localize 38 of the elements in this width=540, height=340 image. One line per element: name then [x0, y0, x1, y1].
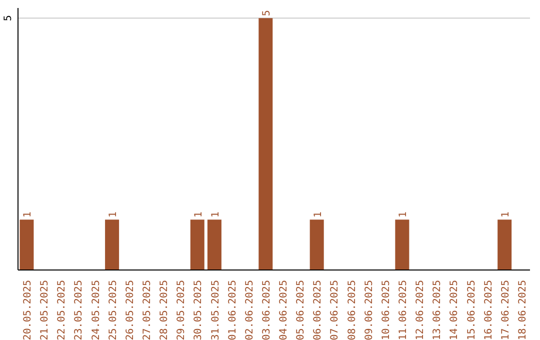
x-tick-label: 27.05.2025 — [142, 280, 153, 340]
x-tick-label: 29.05.2025 — [176, 280, 188, 340]
x-tick-label: 21.05.2025 — [40, 280, 51, 340]
x-tick-label: 16.06.2025 — [483, 280, 494, 340]
x-tick-label: 05.06.2025 — [296, 280, 307, 340]
x-tick-label: 23.05.2025 — [74, 280, 85, 340]
x-tick-label: 07.06.2025 — [330, 280, 341, 340]
x-tick-label: 13.06.2025 — [432, 280, 444, 340]
x-tick-label: 18.06.2025 — [517, 280, 528, 340]
x-tick-label: 20.05.2025 — [22, 280, 34, 340]
x-tick-label: 24.05.2025 — [90, 280, 102, 340]
data-label: 1 — [398, 212, 410, 218]
x-tick-label: 03.06.2025 — [261, 280, 272, 340]
x-tick-label: 08.06.2025 — [346, 280, 358, 340]
data-label: 1 — [312, 212, 324, 218]
x-tick-label: 30.05.2025 — [193, 280, 204, 340]
x-tick-label: 06.06.2025 — [312, 280, 324, 340]
x-tick-label: 04.06.2025 — [278, 280, 290, 340]
x-tick-label: 22.05.2025 — [56, 280, 68, 340]
x-tick-label: 12.06.2025 — [415, 280, 426, 340]
x-tick-label: 26.05.2025 — [124, 280, 136, 340]
x-tick-label: 09.06.2025 — [364, 280, 375, 340]
x-tick-label: 01.06.2025 — [227, 280, 238, 340]
x-tick-label: 02.06.2025 — [244, 280, 256, 340]
x-tick-label: 25.05.2025 — [108, 280, 119, 340]
data-label: 1 — [500, 212, 512, 218]
data-label: 1 — [22, 212, 34, 218]
x-tick-label: 11.06.2025 — [398, 280, 409, 340]
data-label: 1 — [210, 212, 222, 218]
x-tick-label: 15.06.2025 — [466, 280, 478, 340]
x-tick-label: 31.05.2025 — [210, 280, 222, 340]
x-tick-label: 10.06.2025 — [380, 280, 392, 340]
x-tick-label: 28.05.2025 — [159, 280, 170, 340]
x-tick-label: 17.06.2025 — [500, 280, 512, 340]
data-label: 1 — [108, 212, 120, 218]
data-label: 5 — [262, 10, 273, 16]
data-label: 1 — [193, 212, 204, 218]
x-tick-label: 14.06.2025 — [449, 280, 460, 340]
